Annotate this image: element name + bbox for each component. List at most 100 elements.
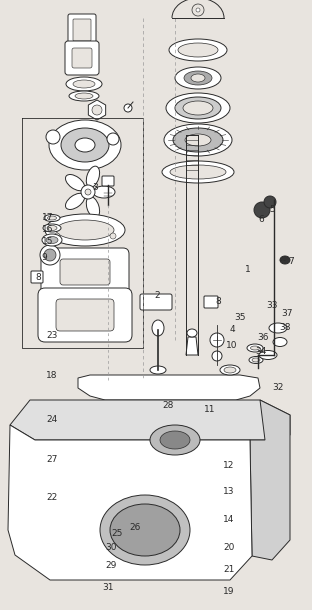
Polygon shape xyxy=(88,100,106,120)
FancyBboxPatch shape xyxy=(140,294,172,310)
FancyBboxPatch shape xyxy=(38,288,132,342)
Polygon shape xyxy=(78,375,260,400)
Text: 9: 9 xyxy=(41,254,47,262)
Polygon shape xyxy=(8,425,252,580)
Text: 31: 31 xyxy=(102,583,114,592)
Ellipse shape xyxy=(42,234,62,246)
Ellipse shape xyxy=(152,320,164,336)
Text: 4: 4 xyxy=(229,326,235,334)
Ellipse shape xyxy=(220,365,240,375)
Text: 7: 7 xyxy=(288,257,294,267)
Ellipse shape xyxy=(66,193,85,209)
Text: 24: 24 xyxy=(46,415,58,425)
Circle shape xyxy=(85,189,91,195)
Text: 12: 12 xyxy=(223,461,235,470)
Ellipse shape xyxy=(259,351,277,359)
Text: 34: 34 xyxy=(255,348,267,356)
Ellipse shape xyxy=(75,93,93,99)
Ellipse shape xyxy=(47,226,57,231)
Ellipse shape xyxy=(69,91,99,101)
Ellipse shape xyxy=(66,77,102,91)
FancyBboxPatch shape xyxy=(31,271,43,283)
Ellipse shape xyxy=(170,165,226,179)
Ellipse shape xyxy=(44,215,60,221)
Ellipse shape xyxy=(61,128,109,162)
Text: 1: 1 xyxy=(245,265,251,275)
Ellipse shape xyxy=(164,124,232,156)
Circle shape xyxy=(264,196,276,208)
FancyBboxPatch shape xyxy=(72,48,92,68)
Text: 11: 11 xyxy=(204,406,216,415)
Ellipse shape xyxy=(191,74,205,82)
Ellipse shape xyxy=(47,216,56,220)
Ellipse shape xyxy=(150,366,166,374)
Text: 26: 26 xyxy=(129,523,141,531)
Ellipse shape xyxy=(178,43,218,57)
Text: 32: 32 xyxy=(272,384,284,392)
Ellipse shape xyxy=(66,174,85,191)
Text: 37: 37 xyxy=(281,309,293,317)
Ellipse shape xyxy=(160,431,190,449)
Text: 19: 19 xyxy=(223,587,235,597)
Circle shape xyxy=(40,245,60,265)
Ellipse shape xyxy=(273,337,287,346)
FancyBboxPatch shape xyxy=(60,259,110,285)
FancyBboxPatch shape xyxy=(102,176,114,186)
Ellipse shape xyxy=(269,323,287,333)
Text: 27: 27 xyxy=(46,456,58,464)
Text: 21: 21 xyxy=(223,565,235,575)
Ellipse shape xyxy=(46,130,60,144)
Circle shape xyxy=(192,4,204,16)
Circle shape xyxy=(81,185,95,199)
Ellipse shape xyxy=(73,80,95,88)
Ellipse shape xyxy=(224,367,236,373)
Ellipse shape xyxy=(183,101,213,115)
Ellipse shape xyxy=(184,71,212,85)
Ellipse shape xyxy=(46,237,58,243)
Text: 35: 35 xyxy=(234,314,246,323)
Circle shape xyxy=(124,104,132,112)
Circle shape xyxy=(92,105,102,115)
Ellipse shape xyxy=(249,356,263,364)
Polygon shape xyxy=(250,400,290,560)
Text: 28: 28 xyxy=(162,401,174,409)
Polygon shape xyxy=(10,400,290,440)
FancyBboxPatch shape xyxy=(56,299,114,331)
Text: 6: 6 xyxy=(258,215,264,224)
Text: 38: 38 xyxy=(279,323,291,332)
Text: 2: 2 xyxy=(154,290,160,300)
Text: 10: 10 xyxy=(226,340,238,350)
FancyBboxPatch shape xyxy=(73,19,91,41)
Ellipse shape xyxy=(86,196,100,218)
Ellipse shape xyxy=(187,329,197,337)
Ellipse shape xyxy=(45,214,125,246)
Circle shape xyxy=(196,8,200,12)
Circle shape xyxy=(54,233,60,239)
Text: 30: 30 xyxy=(105,544,117,553)
FancyBboxPatch shape xyxy=(68,14,96,46)
Ellipse shape xyxy=(252,358,260,362)
Text: 33: 33 xyxy=(266,301,278,310)
Circle shape xyxy=(212,351,222,361)
FancyBboxPatch shape xyxy=(65,41,99,75)
Ellipse shape xyxy=(43,224,61,232)
Text: 20: 20 xyxy=(223,544,235,553)
Text: 29: 29 xyxy=(105,561,117,570)
Ellipse shape xyxy=(100,495,190,565)
Circle shape xyxy=(44,249,56,261)
Circle shape xyxy=(110,233,116,239)
FancyBboxPatch shape xyxy=(204,296,218,308)
Text: 5: 5 xyxy=(269,206,275,215)
FancyBboxPatch shape xyxy=(41,248,129,296)
Ellipse shape xyxy=(110,504,180,556)
Text: 15: 15 xyxy=(42,237,54,246)
Text: 13: 13 xyxy=(223,487,235,497)
Text: 16: 16 xyxy=(42,226,54,234)
Text: 23: 23 xyxy=(46,331,58,340)
Ellipse shape xyxy=(173,128,223,152)
Ellipse shape xyxy=(280,256,290,264)
Text: 8: 8 xyxy=(35,273,41,282)
Text: 8: 8 xyxy=(215,298,221,306)
Ellipse shape xyxy=(166,93,230,123)
Text: 22: 22 xyxy=(46,493,58,503)
